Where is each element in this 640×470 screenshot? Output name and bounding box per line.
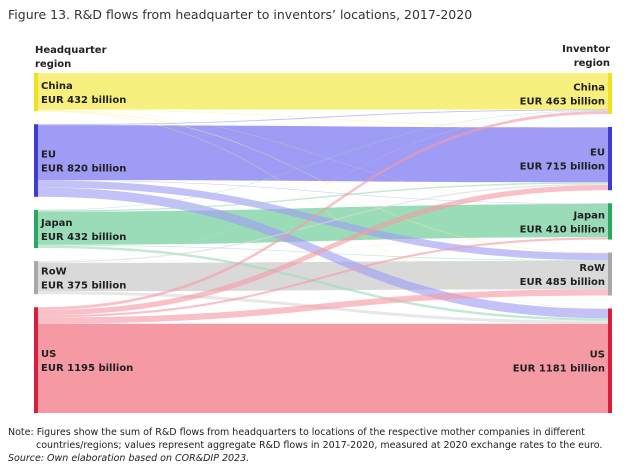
source-label-us-name: US <box>41 349 56 360</box>
flow-china-to-eu <box>38 109 608 128</box>
left-header-line1: Headquarter <box>35 45 107 56</box>
flow-row-to-row <box>38 260 608 292</box>
sankey-chart: China EUR 432 billion EU EUR 820 billion Jap… <box>34 73 612 413</box>
flow-china-to-japan <box>38 109 608 204</box>
flow-row-to-eu <box>38 183 608 263</box>
source-node-row-bar <box>34 261 38 295</box>
flow-us-to-japan <box>38 237 608 318</box>
target-label-us-value: EUR 1181 billion <box>513 364 605 375</box>
label-layer: China EUR 432 billion EU EUR 820 billion Jap… <box>40 81 605 375</box>
figure-note: Note: Figures show the sum of R&D flows … <box>8 427 632 452</box>
target-label-us-name: US <box>590 350 605 361</box>
figure-title: Figure 13. R&D flows from headquarter to… <box>8 7 473 22</box>
flow-row-to-china <box>38 110 608 262</box>
source-label-row-name: RoW <box>41 267 67 278</box>
flow-eu-to-china <box>38 109 608 126</box>
target-node-row-bar <box>608 252 612 296</box>
target-label-japan-name: Japan <box>573 210 606 221</box>
source-node-japan-bar <box>34 209 38 249</box>
source-node-china-bar <box>34 73 38 112</box>
flow-japan-to-eu <box>38 182 608 212</box>
figure-source: Source: Own elaboration based on COR&DIP… <box>8 453 250 464</box>
target-node-eu-bar <box>608 126 612 191</box>
left-header-line2: region <box>35 59 72 70</box>
flow-japan-to-japan <box>38 203 608 245</box>
target-label-japan-value: EUR 410 billion <box>520 224 605 235</box>
node-layer <box>34 73 612 413</box>
target-node-china-bar <box>608 73 612 114</box>
right-column-header: Inventor region <box>530 43 610 71</box>
target-node-us-bar <box>608 308 612 413</box>
source-label-japan-value: EUR 432 billion <box>41 232 126 243</box>
source-label-us-value: EUR 1195 billion <box>41 363 133 374</box>
flow-layer <box>38 73 608 413</box>
flow-japan-to-china <box>38 110 608 211</box>
target-label-china-name: China <box>573 82 605 93</box>
right-header-line1: Inventor <box>562 44 610 55</box>
target-label-row-name: RoW <box>579 263 605 274</box>
flow-eu-to-japan <box>38 179 608 204</box>
flow-eu-to-row <box>38 180 608 261</box>
left-column-header: Headquarter region <box>35 44 115 72</box>
target-label-row-value: EUR 485 billion <box>520 277 605 288</box>
flow-china-to-china <box>38 73 608 110</box>
note-line2: countries/regions; values represent aggr… <box>36 439 603 451</box>
source-label-row-value: EUR 375 billion <box>41 281 126 292</box>
flow-china-to-row <box>38 110 608 254</box>
flow-us-to-eu <box>38 184 608 316</box>
flow-japan-to-row <box>38 244 608 261</box>
flow-us-to-row <box>38 289 608 324</box>
flow-eu-to-eu <box>38 125 608 183</box>
source-label-eu-value: EUR 820 billion <box>41 164 126 175</box>
source-label-eu-name: EU <box>41 150 56 161</box>
flow-us-to-china <box>38 111 608 311</box>
target-label-eu-name: EU <box>590 148 605 159</box>
target-node-japan-bar <box>608 203 612 240</box>
source-node-eu-bar <box>34 124 38 197</box>
right-header-line2: region <box>573 58 610 69</box>
source-label-china-value: EUR 432 billion <box>41 95 126 106</box>
source-node-us-bar <box>34 307 38 413</box>
target-label-eu-value: EUR 715 billion <box>520 162 605 173</box>
note-line1: Note: Figures show the sum of R&D flows … <box>8 427 585 438</box>
source-label-china-name: China <box>41 81 73 92</box>
flow-us-to-us <box>38 323 608 413</box>
target-label-china-value: EUR 463 billion <box>520 96 605 107</box>
source-label-japan-name: Japan <box>40 218 73 229</box>
flow-japan-to-us <box>38 245 608 321</box>
